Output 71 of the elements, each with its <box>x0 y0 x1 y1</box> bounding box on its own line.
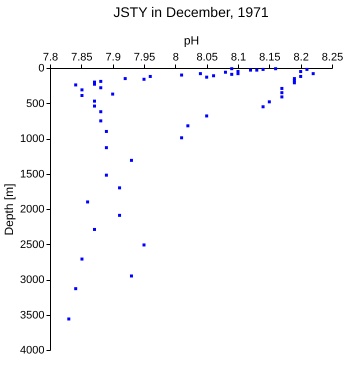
y-tick-label: 2000 <box>20 204 44 216</box>
point <box>205 76 208 79</box>
point <box>255 68 258 72</box>
point <box>312 72 315 76</box>
point <box>230 72 234 76</box>
point <box>262 105 265 108</box>
point <box>80 258 84 261</box>
point <box>262 68 265 71</box>
point <box>180 136 184 140</box>
point <box>99 119 102 122</box>
point <box>299 70 302 74</box>
y-tick-label: 1500 <box>20 168 44 180</box>
point <box>280 95 284 98</box>
point <box>74 287 78 290</box>
y-tick-label: 3500 <box>20 309 44 322</box>
x-tick-label: 7.95 <box>134 52 156 64</box>
point <box>186 124 190 128</box>
x-tick-label: 8.25 <box>322 52 344 64</box>
point <box>99 110 102 114</box>
point <box>142 78 146 81</box>
x-tick-label: 8.05 <box>196 52 218 64</box>
point <box>86 200 90 204</box>
point <box>198 72 202 76</box>
y-axis-title: Depth [m] <box>2 183 16 236</box>
point <box>92 104 96 108</box>
point <box>99 86 102 90</box>
x-axis-title: pH <box>184 34 200 48</box>
point <box>124 77 127 80</box>
point <box>148 74 152 78</box>
point <box>212 74 216 78</box>
y-tick-label: 1000 <box>20 133 44 145</box>
point <box>74 83 78 86</box>
point <box>118 186 122 190</box>
x-tick-label: 8.2 <box>294 52 309 64</box>
point <box>305 68 308 71</box>
point <box>142 243 146 246</box>
point <box>104 146 108 150</box>
y-tick-label: 2500 <box>20 238 44 251</box>
y-tick-label: 500 <box>26 98 44 110</box>
point <box>299 74 302 78</box>
point <box>99 80 102 83</box>
point <box>80 94 84 97</box>
point <box>104 174 108 177</box>
point <box>92 228 96 231</box>
point <box>274 67 278 70</box>
point <box>268 100 271 104</box>
x-tick-label: 7.8 <box>42 52 58 64</box>
point <box>249 68 252 72</box>
point <box>104 130 108 133</box>
x-tick-label: 8.1 <box>230 52 246 64</box>
point <box>280 91 284 94</box>
point <box>130 158 133 162</box>
point <box>92 100 96 103</box>
point <box>280 86 284 90</box>
x-tick-label: 7.85 <box>71 52 93 64</box>
point <box>80 88 84 92</box>
x-tick-label: 8.15 <box>259 52 281 64</box>
y-tick-label: 4000 <box>20 344 44 356</box>
y-tick-label: 3000 <box>20 274 44 286</box>
x-tick-label: 7.9 <box>106 52 121 64</box>
point <box>111 92 114 96</box>
point <box>224 70 227 74</box>
chart-title: JSTY in December, 1971 <box>113 4 269 20</box>
point <box>230 67 234 70</box>
point <box>205 114 208 118</box>
x-tick-label: 8 <box>172 52 179 64</box>
point <box>180 74 184 77</box>
y-tick-label: 0 <box>38 62 44 74</box>
point <box>67 317 70 320</box>
point <box>130 274 133 278</box>
point <box>118 214 122 217</box>
